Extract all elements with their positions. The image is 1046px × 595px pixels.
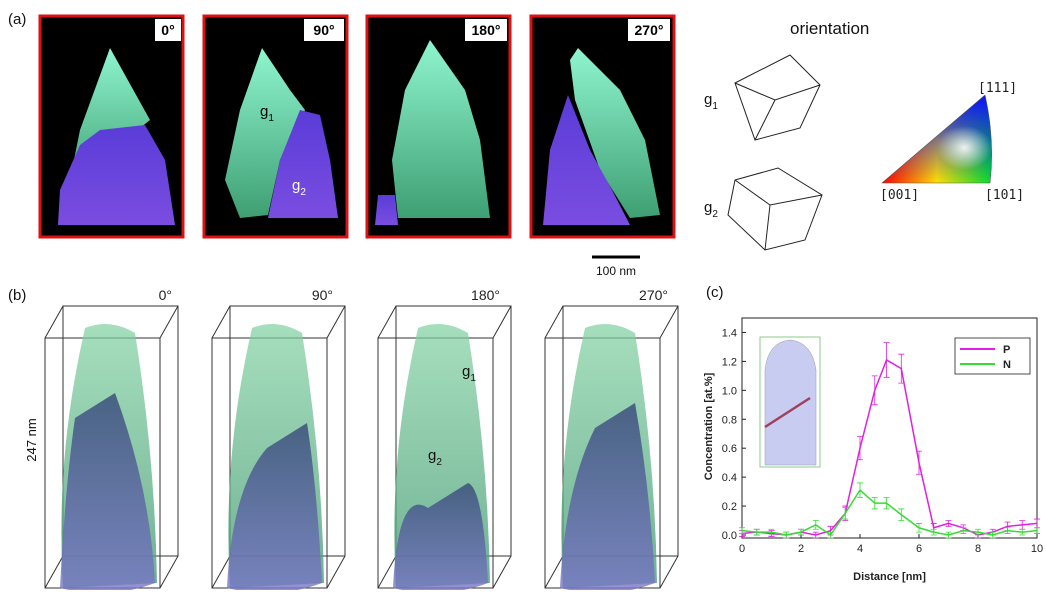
cube — [728, 168, 822, 250]
legend-label: N — [1003, 359, 1011, 371]
map-image: 180° — [367, 16, 510, 237]
error-bar — [884, 343, 890, 378]
panel-label: (a) — [8, 11, 26, 28]
cube — [735, 55, 820, 140]
map-image: 270° — [531, 16, 674, 237]
x-tick-label: 0 — [739, 543, 745, 555]
tip-reconstruction — [212, 306, 345, 590]
height-label: 247 nm — [24, 418, 39, 461]
y-tick-label: 0.2 — [722, 501, 737, 513]
tip-reconstruction — [545, 306, 678, 590]
orientation-label: g1 — [704, 91, 718, 112]
y-tick-label: 0.0 — [722, 530, 737, 542]
key-label: [101] — [985, 188, 1024, 203]
line-chart: 0.0 0.2 0.4 0.6 0.8 1.0 1.2 1.4 0 2 4 6 8 10 Distance … — [703, 318, 1043, 583]
orientation-title: orientation — [790, 19, 869, 38]
key-label: [111] — [978, 81, 1017, 96]
reconstructions — [45, 306, 678, 590]
inset-tip — [765, 340, 816, 465]
angle-label: 90° — [313, 22, 334, 38]
scale-label: 100 nm — [596, 264, 636, 278]
key-label: [001] — [880, 188, 919, 203]
legend-frame — [955, 338, 1030, 374]
map-image: 90° g1 g2 — [204, 16, 347, 237]
x-tick-label: 2 — [798, 543, 804, 555]
error-bar — [857, 483, 863, 497]
y-tick-label: 1.2 — [722, 356, 737, 368]
error-bar — [813, 521, 819, 530]
x-tick-label: 4 — [857, 543, 863, 555]
color-key — [882, 95, 992, 183]
tip-reconstruction — [45, 306, 178, 590]
x-tick-label: 10 — [1031, 543, 1043, 555]
angle-label: 270° — [639, 287, 668, 303]
figure: (a) 0° 90° g1 g2 180° 270° orientation g… — [0, 0, 1046, 590]
y-tick-label: 1.0 — [722, 385, 737, 397]
tip-reconstruction — [378, 306, 511, 590]
inset — [760, 337, 820, 467]
y-tick-label: 0.8 — [722, 414, 737, 426]
angle-label: 180° — [471, 287, 500, 303]
y-axis-title: Concentration [at.%] — [703, 372, 715, 480]
angle-label: 0° — [159, 287, 172, 303]
angle-label: 0° — [161, 22, 174, 38]
x-tick-label: 8 — [975, 543, 981, 555]
angle-label: 180° — [472, 22, 501, 38]
panel-label: (b) — [8, 287, 26, 304]
orientation-label: g2 — [704, 199, 718, 220]
legend-label: P — [1003, 344, 1010, 356]
angle-label: 90° — [312, 287, 333, 303]
y-tick-label: 0.6 — [722, 443, 737, 455]
data-line — [742, 490, 1037, 535]
x-tick-label: 6 — [916, 543, 922, 555]
x-axis-title: Distance [nm] — [853, 571, 926, 583]
error-bar — [898, 509, 904, 521]
map-image: 0° — [40, 16, 183, 237]
y-tick-label: 1.4 — [722, 327, 737, 339]
y-tick-label: 0.4 — [722, 472, 737, 484]
angle-label: 270° — [635, 22, 664, 38]
panel-label: (c) — [706, 284, 724, 301]
